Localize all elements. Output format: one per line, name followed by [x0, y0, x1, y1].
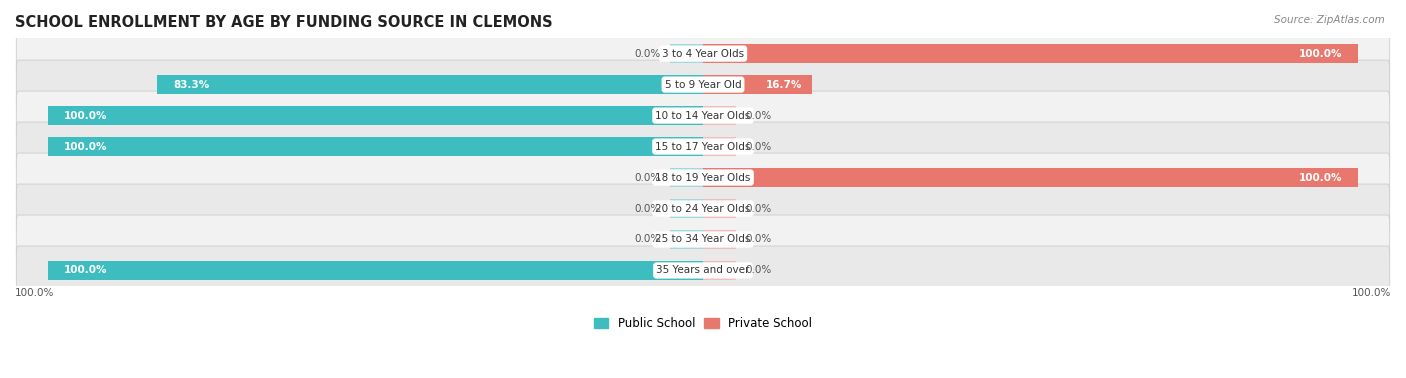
Text: 100.0%: 100.0%	[1298, 49, 1341, 59]
Text: 20 to 24 Year Olds: 20 to 24 Year Olds	[655, 203, 751, 214]
Bar	[48, 261, 703, 280]
Text: SCHOOL ENROLLMENT BY AGE BY FUNDING SOURCE IN CLEMONS: SCHOOL ENROLLMENT BY AGE BY FUNDING SOUR…	[15, 15, 553, 30]
Text: 100.0%: 100.0%	[1298, 172, 1341, 183]
Bar	[671, 199, 703, 218]
Text: 3 to 4 Year Olds: 3 to 4 Year Olds	[662, 49, 744, 59]
Text: 0.0%: 0.0%	[745, 111, 772, 121]
Bar	[703, 44, 1358, 63]
Text: 100.0%: 100.0%	[65, 111, 108, 121]
Bar	[703, 106, 735, 125]
Text: 0.0%: 0.0%	[745, 265, 772, 276]
FancyBboxPatch shape	[17, 184, 1389, 233]
Text: 100.0%: 100.0%	[1351, 288, 1391, 299]
Bar	[703, 199, 735, 218]
Text: 25 to 34 Year Olds: 25 to 34 Year Olds	[655, 234, 751, 245]
Bar	[703, 137, 735, 156]
Bar	[48, 137, 703, 156]
Text: 10 to 14 Year Olds: 10 to 14 Year Olds	[655, 111, 751, 121]
FancyBboxPatch shape	[17, 122, 1389, 171]
Text: 0.0%: 0.0%	[634, 49, 661, 59]
Bar	[671, 44, 703, 63]
Bar	[703, 261, 735, 280]
Text: 16.7%: 16.7%	[766, 80, 803, 90]
Text: 5 to 9 Year Old: 5 to 9 Year Old	[665, 80, 741, 90]
Bar	[703, 168, 1358, 187]
Text: 100.0%: 100.0%	[65, 141, 108, 152]
Bar	[48, 106, 703, 125]
Text: 15 to 17 Year Olds: 15 to 17 Year Olds	[655, 141, 751, 152]
Text: 0.0%: 0.0%	[634, 172, 661, 183]
Bar	[703, 75, 813, 94]
Bar	[671, 168, 703, 187]
Text: 100.0%: 100.0%	[65, 265, 108, 276]
Text: 0.0%: 0.0%	[634, 234, 661, 245]
Text: Source: ZipAtlas.com: Source: ZipAtlas.com	[1274, 15, 1385, 25]
Legend: Public School, Private School: Public School, Private School	[589, 312, 817, 335]
FancyBboxPatch shape	[17, 215, 1389, 264]
Bar	[703, 230, 735, 249]
Text: 0.0%: 0.0%	[745, 234, 772, 245]
Bar	[157, 75, 703, 94]
Text: 0.0%: 0.0%	[745, 203, 772, 214]
Text: 100.0%: 100.0%	[15, 288, 55, 299]
FancyBboxPatch shape	[17, 153, 1389, 202]
Text: 35 Years and over: 35 Years and over	[657, 265, 749, 276]
Text: 18 to 19 Year Olds: 18 to 19 Year Olds	[655, 172, 751, 183]
FancyBboxPatch shape	[17, 29, 1389, 78]
Text: 0.0%: 0.0%	[745, 141, 772, 152]
FancyBboxPatch shape	[17, 60, 1389, 109]
Text: 83.3%: 83.3%	[173, 80, 209, 90]
Bar	[671, 230, 703, 249]
Text: 0.0%: 0.0%	[634, 203, 661, 214]
FancyBboxPatch shape	[17, 246, 1389, 295]
FancyBboxPatch shape	[17, 91, 1389, 140]
